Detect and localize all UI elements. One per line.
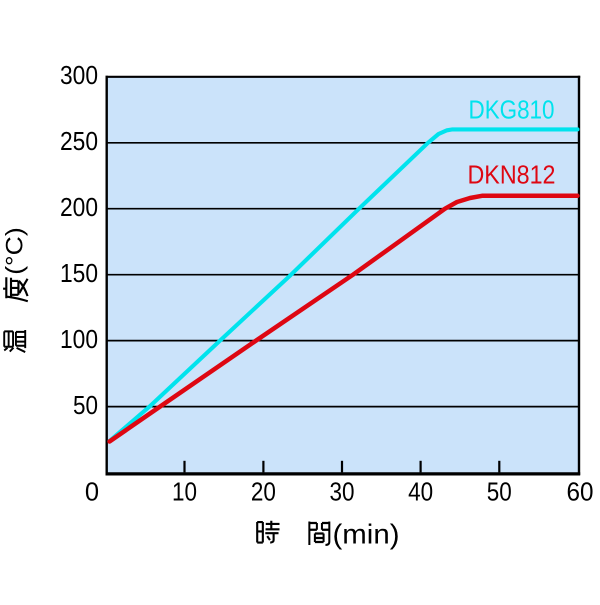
- svg-text:20: 20: [251, 479, 276, 507]
- svg-text:(min): (min): [333, 519, 400, 550]
- svg-text:0: 0: [85, 479, 99, 507]
- svg-text:30: 30: [330, 479, 355, 507]
- svg-text:DKG810: DKG810: [469, 97, 555, 125]
- svg-text:100: 100: [60, 326, 98, 354]
- svg-text:10: 10: [172, 479, 197, 507]
- svg-text:50: 50: [73, 392, 98, 420]
- svg-text:40: 40: [408, 479, 433, 507]
- svg-text:200: 200: [60, 194, 98, 222]
- svg-text:DKN812: DKN812: [468, 162, 556, 190]
- svg-text:300: 300: [60, 62, 98, 90]
- svg-text:150: 150: [60, 260, 98, 288]
- svg-text:250: 250: [60, 128, 98, 156]
- svg-text:50: 50: [487, 479, 512, 507]
- svg-text:60: 60: [567, 479, 594, 507]
- svg-text:(°C): (°C): [2, 227, 29, 275]
